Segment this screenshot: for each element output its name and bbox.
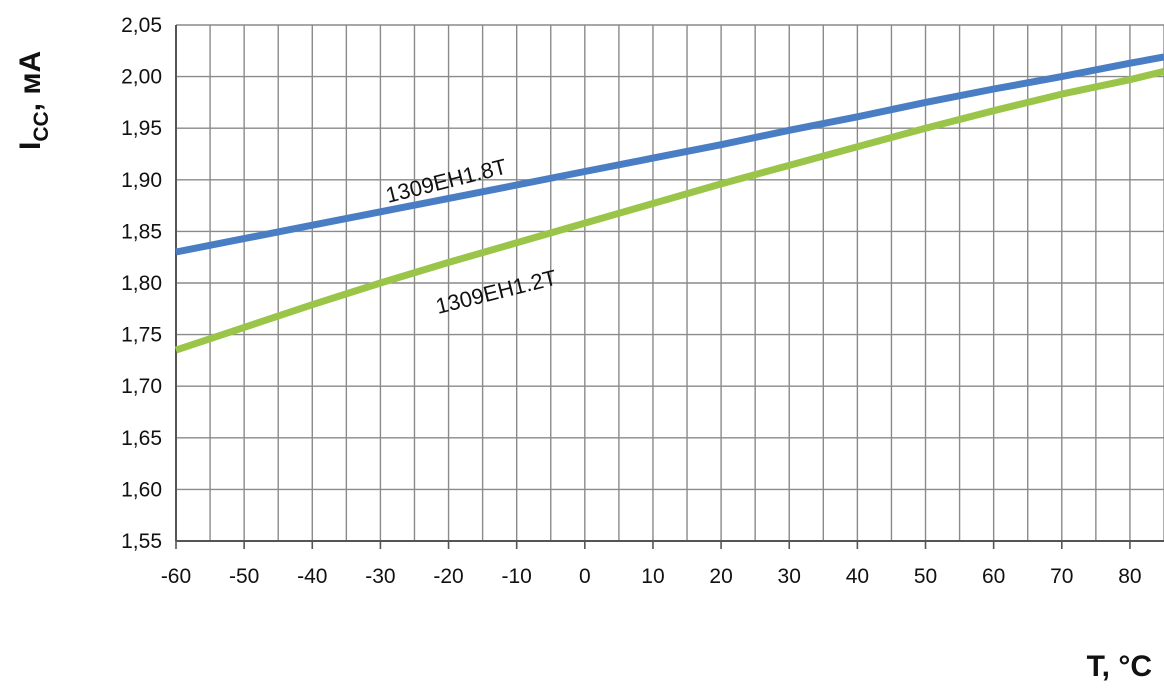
y-tick-label-5: 1,80 [121,272,162,295]
series-layer [174,53,1164,354]
series-line-1 [174,67,1164,354]
x-tick-label-4: -20 [433,565,463,588]
y-tick-label-4: 1,75 [121,324,162,347]
y-axis-title: ICC, мА [14,51,53,150]
x-tick-label-13: 70 [1050,565,1073,588]
x-tick-label-6: 0 [579,565,591,588]
series-line-0 [175,53,1164,256]
x-tick-label-12: 60 [982,565,1005,588]
x-tick-label-1: -50 [229,565,259,588]
y-tick-label-8: 1,95 [121,117,162,140]
y-tick-label-6: 1,85 [121,220,162,243]
x-tick-label-5: -10 [502,565,532,588]
x-tick-label-0: -60 [161,565,191,588]
y-tick-label-9: 2,00 [121,66,162,89]
y-tick-label-0: 1,55 [121,530,162,553]
y-tick-label-1: 1,60 [121,478,162,501]
x-tick-label-9: 30 [778,565,801,588]
x-axis-title: T, °C [1087,650,1152,683]
x-tick-label-2: -40 [297,565,327,588]
x-tick-label-11: 50 [914,565,937,588]
y-tick-label-10: 2,05 [121,14,162,37]
y-tick-labels: 1,55 1,60 1,65 1,70 1,75 1,80 1,85 1,90 1,95 2,00… [121,14,162,553]
y-tick-label-2: 1,65 [121,427,162,450]
y-axis-title-main: I [14,142,47,150]
x-tick-label-10: 40 [846,565,869,588]
x-tick-label-3: -30 [365,565,395,588]
y-tick-label-7: 1,90 [121,169,162,192]
grid [175,24,1164,549]
y-axis-title-unit: , мА [14,51,47,112]
x-tick-label-14: 80 [1118,565,1141,588]
x-tick-labels: -60 -50 -40 -30 -20 -10 0 10 20 30 40 50 60 70 80 [161,565,1142,588]
x-tick-label-7: 10 [641,565,664,588]
y-tick-label-3: 1,70 [121,375,162,398]
x-tick-label-8: 20 [709,565,732,588]
y-axis-title-subscript: CC [30,111,53,141]
